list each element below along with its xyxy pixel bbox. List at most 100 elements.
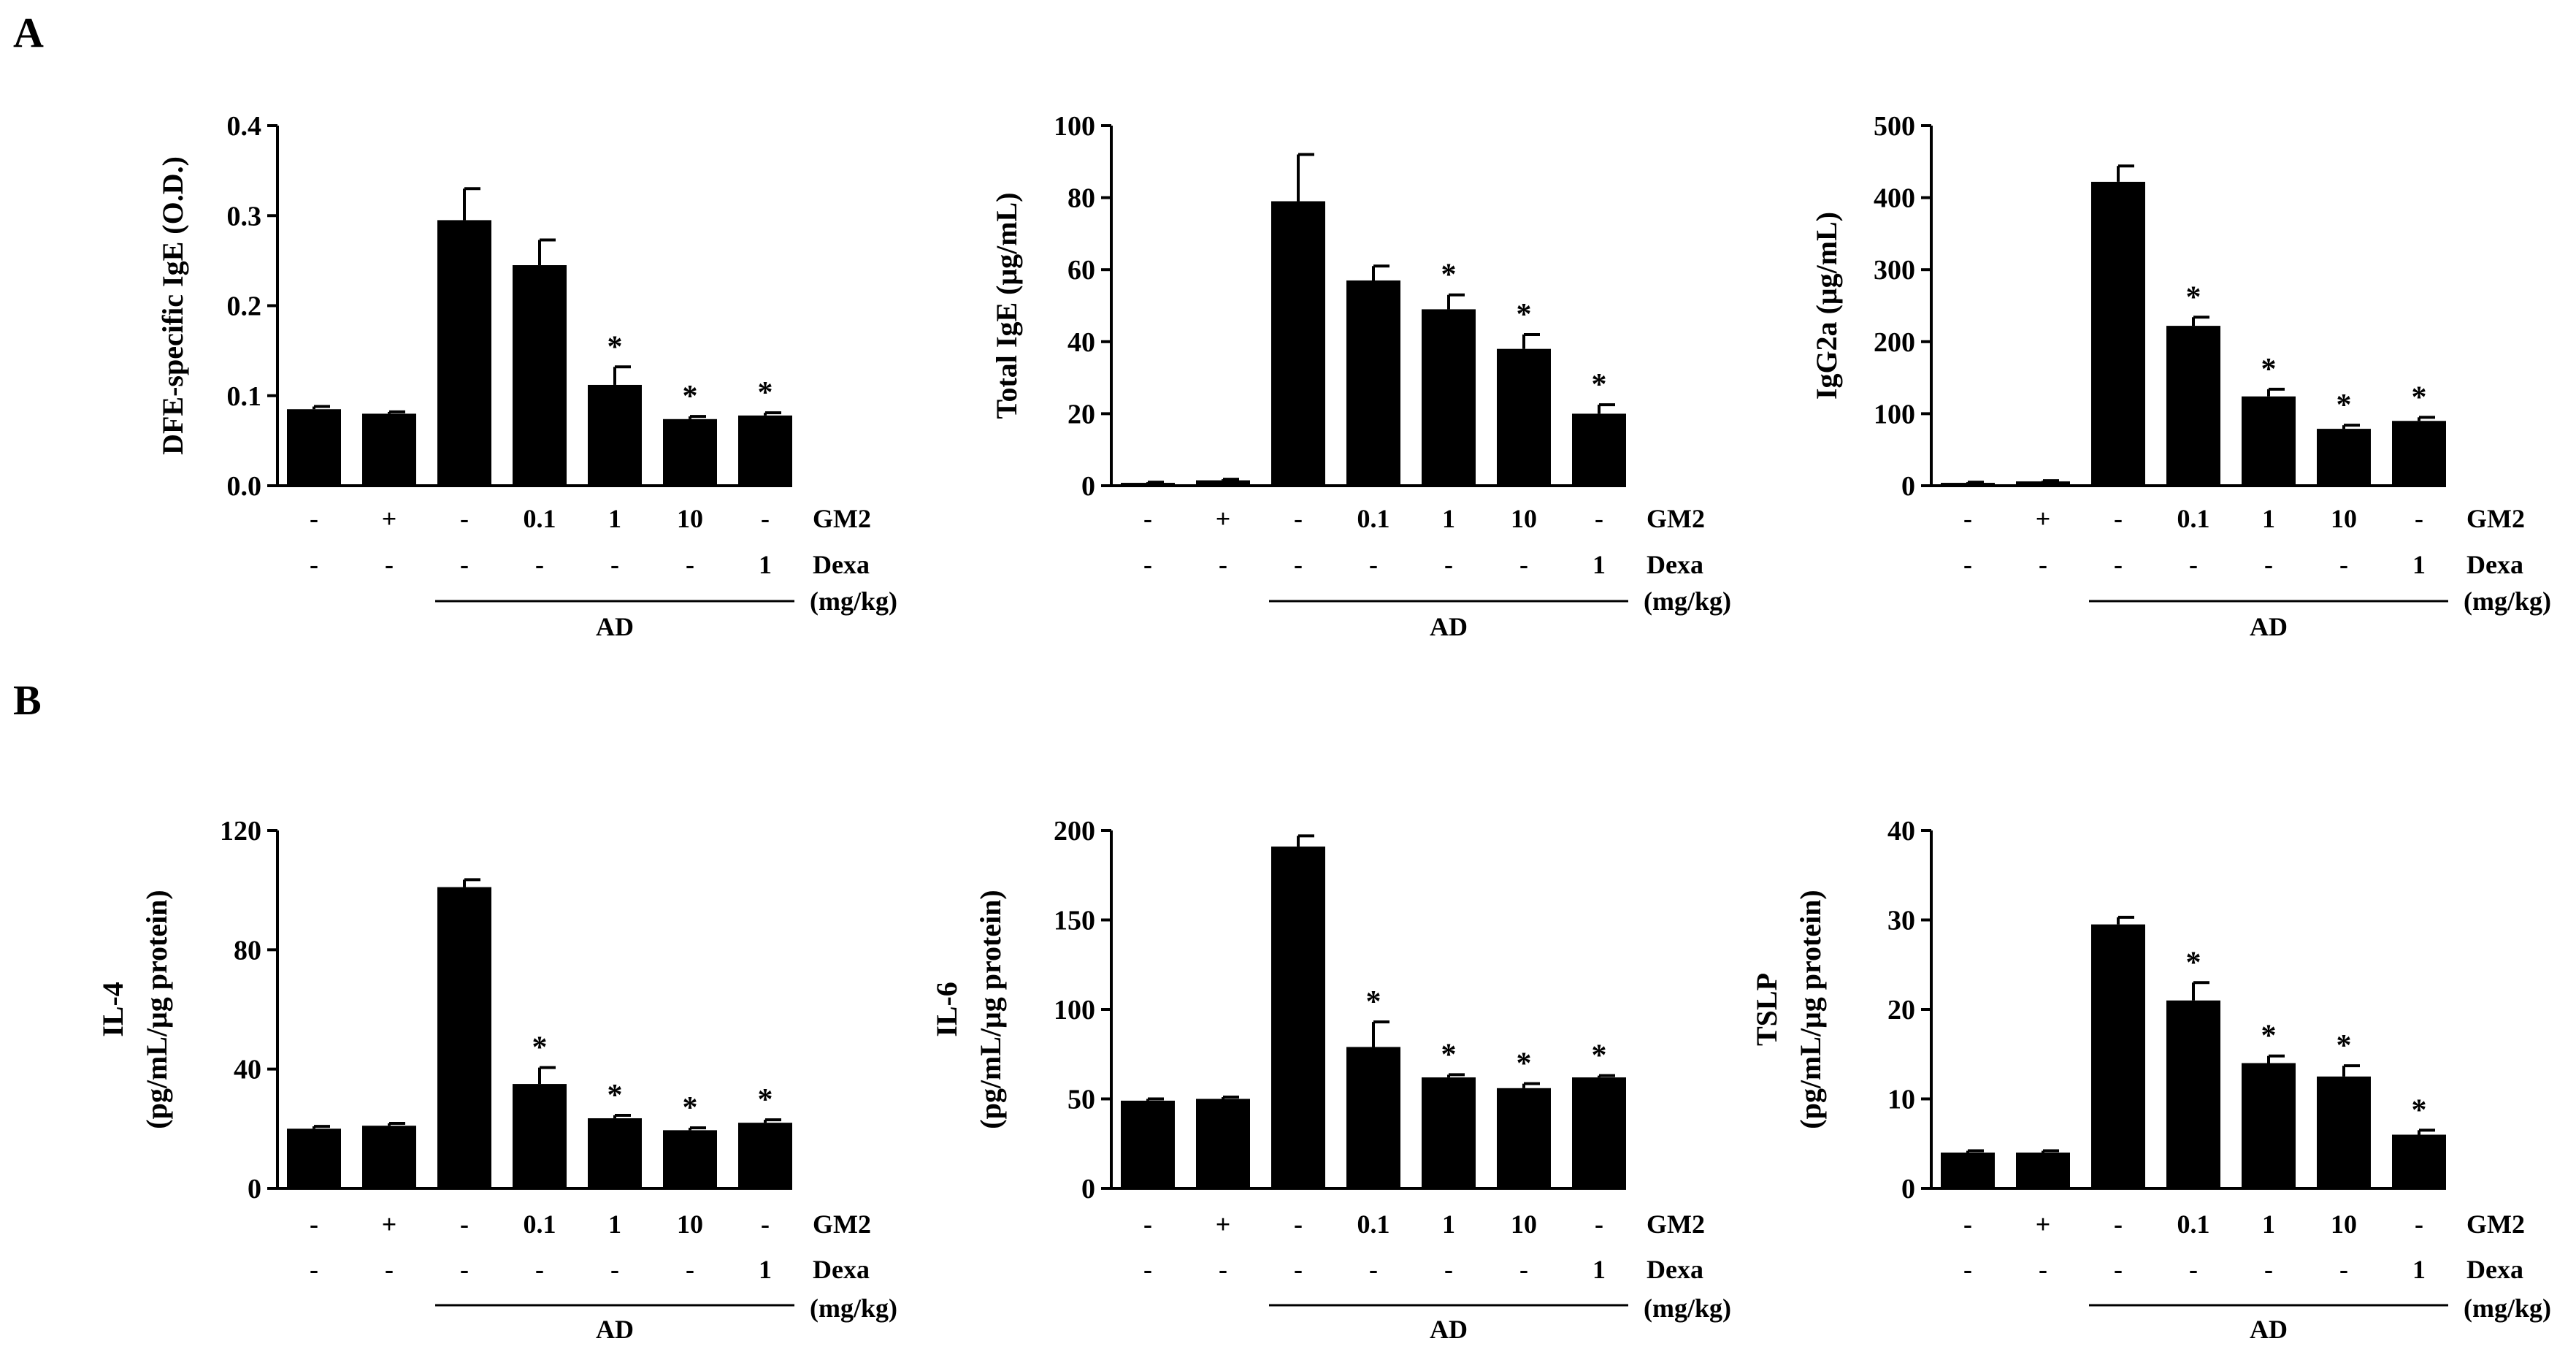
gm2-dose-label: -	[310, 1210, 318, 1239]
dexa-dose-label: -	[1219, 550, 1227, 579]
significance-star: *	[1592, 368, 1607, 402]
gm2-row-label: GM2	[813, 504, 871, 533]
significance-star: *	[1517, 298, 1532, 332]
gm2-row-label: GM2	[2466, 504, 2525, 533]
dexa-dose-label: -	[385, 550, 394, 579]
dexa-row-label: Dexa	[1647, 550, 1703, 579]
dexa-dose-label: -	[610, 1255, 619, 1284]
bar	[1497, 1088, 1551, 1188]
bar	[2392, 1134, 2446, 1188]
dexa-dose-label: 1	[1592, 1255, 1606, 1284]
dexa-dose-label: -	[2189, 550, 2198, 579]
significance-star: *	[2261, 1020, 2277, 1053]
dexa-dose-label: -	[2339, 550, 2348, 579]
dexa-dose-label: -	[1519, 550, 1528, 579]
y-tick-label: 100	[1054, 111, 1095, 142]
gm2-dose-label: 1	[1442, 504, 1455, 533]
bar	[663, 419, 717, 486]
dexa-dose-label: 1	[1592, 550, 1606, 579]
bar	[1346, 280, 1400, 486]
gm2-dose-label: 10	[677, 1210, 703, 1239]
gm2-dose-label: -	[460, 1210, 469, 1239]
chart-6: 0 10 20 30 40 TSLP (pg/mL/μg protein) * * * * - + - 0.…	[1750, 816, 2551, 1344]
y-tick-label: 10	[1887, 1085, 1915, 1115]
panel-label-a: A	[13, 9, 44, 56]
y-tick-label: 0.3	[227, 201, 262, 232]
y-tick-label: 60	[1067, 255, 1095, 286]
dexa-dose-label: 1	[759, 550, 772, 579]
y-tick-label: 400	[1874, 183, 1915, 214]
gm2-dose-label: -	[1595, 1210, 1603, 1239]
dexa-dose-label: -	[610, 550, 619, 579]
bar	[1121, 483, 1175, 486]
y-tick-label: 40	[1067, 327, 1095, 358]
gm2-dose-label: -	[761, 504, 770, 533]
bar	[1121, 1100, 1175, 1188]
dexa-dose-label: -	[1519, 1255, 1528, 1284]
dexa-dose-label: -	[686, 550, 694, 579]
y-tick-label: 50	[1067, 1085, 1095, 1115]
dexa-dose-label: -	[460, 550, 469, 579]
gm2-dose-label: 1	[2262, 1210, 2275, 1239]
y-tick-label: 80	[1067, 183, 1095, 214]
gm2-dose-label: 1	[608, 504, 621, 533]
dexa-dose-label: -	[460, 1255, 469, 1284]
dexa-dose-label: -	[686, 1255, 694, 1284]
gm2-dose-label: -	[2114, 504, 2123, 533]
significance-star: *	[1592, 1039, 1607, 1073]
gm2-dose-label: -	[2114, 1210, 2123, 1239]
unit-label: (mg/kg)	[1644, 1294, 1731, 1323]
gm2-dose-label: 10	[2331, 1210, 2357, 1239]
bar	[2091, 181, 2145, 486]
gm2-dose-label: -	[2415, 504, 2423, 533]
dexa-dose-label: -	[2039, 550, 2047, 579]
gm2-dose-label: 0.1	[524, 504, 556, 533]
dexa-dose-label: -	[1143, 1255, 1152, 1284]
dexa-dose-label: 1	[2412, 1255, 2426, 1284]
unit-label: (mg/kg)	[810, 1294, 897, 1323]
y-axis-label: IL-4	[96, 982, 129, 1037]
y-axis-label: DFE-specific IgE (O.D.)	[156, 156, 189, 455]
bar	[1422, 309, 1476, 486]
dexa-dose-label: -	[1369, 550, 1378, 579]
dexa-dose-label: -	[2114, 1255, 2123, 1284]
unit-label: (mg/kg)	[810, 587, 897, 616]
y-axis-label: TSLP	[1750, 973, 1783, 1046]
chart-3: 0 100 200 300 400 500 IgG2a (μg/mL) * * * * - + - 0.1 1…	[1810, 111, 2551, 641]
y-axis-label: IgG2a (μg/mL)	[1810, 212, 1843, 400]
bar	[1941, 1153, 1995, 1188]
dexa-dose-label: -	[310, 550, 318, 579]
y-tick-label: 0	[1081, 471, 1095, 502]
dexa-dose-label: -	[1444, 1255, 1453, 1284]
y-axis-label: Total IgE (μg/mL)	[990, 192, 1023, 419]
dexa-row-label: Dexa	[2466, 1255, 2523, 1284]
dexa-dose-label: -	[2189, 1255, 2198, 1284]
y-axis-label: (pg/mL/μg protein)	[974, 890, 1007, 1129]
dexa-row-label: Dexa	[2466, 550, 2523, 579]
bar	[2392, 421, 2446, 486]
significance-star: *	[758, 376, 773, 410]
gm2-dose-label: 0.1	[1357, 504, 1390, 533]
significance-star: *	[2186, 946, 2201, 979]
y-tick-label: 0	[1901, 471, 1915, 502]
gm2-dose-label: +	[2036, 1210, 2051, 1239]
bar	[1271, 847, 1325, 1188]
y-tick-label: 0.1	[227, 381, 262, 412]
significance-star: *	[683, 1091, 698, 1125]
bar	[1572, 1077, 1626, 1188]
significance-star: *	[2412, 381, 2427, 414]
y-tick-label: 200	[1054, 816, 1095, 847]
y-tick-label: 40	[1887, 816, 1915, 847]
gm2-dose-label: +	[2036, 504, 2051, 533]
ad-group-label: AD	[1430, 612, 1468, 641]
dexa-dose-label: -	[1143, 550, 1152, 579]
significance-star: *	[1517, 1047, 1532, 1081]
gm2-row-label: GM2	[2466, 1210, 2525, 1239]
gm2-dose-label: -	[761, 1210, 770, 1239]
gm2-dose-label: 0.1	[2177, 1210, 2210, 1239]
y-axis-label: (pg/mL/μg protein)	[1794, 890, 1827, 1129]
significance-star: *	[607, 1079, 623, 1112]
gm2-dose-label: 10	[2331, 504, 2357, 533]
gm2-dose-label: -	[1294, 1210, 1303, 1239]
